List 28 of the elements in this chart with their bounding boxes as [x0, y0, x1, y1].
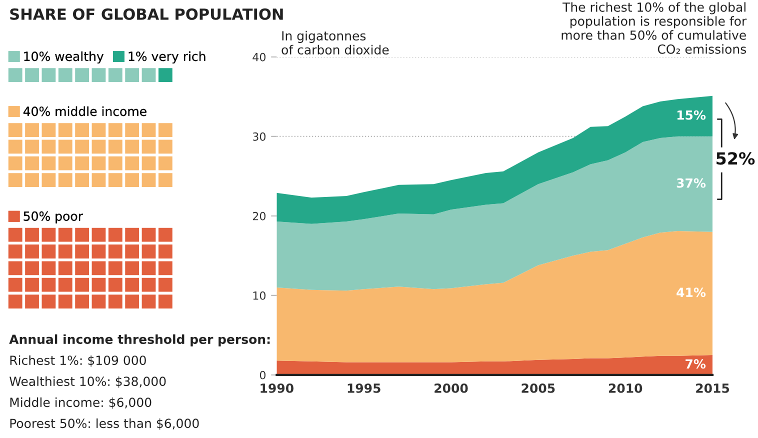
text: Annual income threshold per person: — [9, 334, 270, 346]
annotation: 37% — [676, 178, 706, 188]
text: Wealthiest 10%: $38,000 — [10, 376, 166, 388]
text: Richest 1%: $109 000 — [10, 355, 146, 367]
legend-label: 40% middle income — [23, 106, 146, 116]
y-tick-label: 20 — [252, 212, 266, 220]
y-tick-label: 40 — [252, 52, 266, 62]
legend-label: 50% poor — [24, 211, 83, 224]
text: 52% — [716, 152, 755, 165]
text: SHARE OF GLOBAL POPULATION — [10, 8, 283, 20]
y-tick-label: 10 — [253, 291, 266, 300]
legend-label: 10% wealthy — [24, 51, 104, 64]
text: The richest 10% of the global population is responsible for more than 50% of cumulative CO₂ emissions — [562, 2, 747, 54]
annotation: 7% — [686, 359, 706, 369]
x-tick-label: 2015 — [696, 383, 730, 393]
text: Poorest 50%: less than $6,000 — [10, 418, 199, 430]
annotation: 15% — [677, 110, 706, 120]
text: Middle income: $6,000 — [10, 397, 152, 409]
x-tick-label: 2010 — [608, 383, 642, 393]
annotation: 41% — [676, 288, 706, 298]
y-tick-label: 30 — [252, 132, 266, 141]
x-tick-label: 1995 — [348, 383, 380, 393]
legend-label: 1% very rich — [128, 51, 206, 64]
x-tick-label: 2005 — [522, 383, 555, 393]
y-tick-label: 0 — [260, 370, 266, 380]
x-tick-label: 1990 — [260, 383, 294, 393]
x-tick-label: 2000 — [434, 383, 468, 393]
y-axis-title: In gigatonnes of carbon dioxide — [282, 30, 389, 55]
